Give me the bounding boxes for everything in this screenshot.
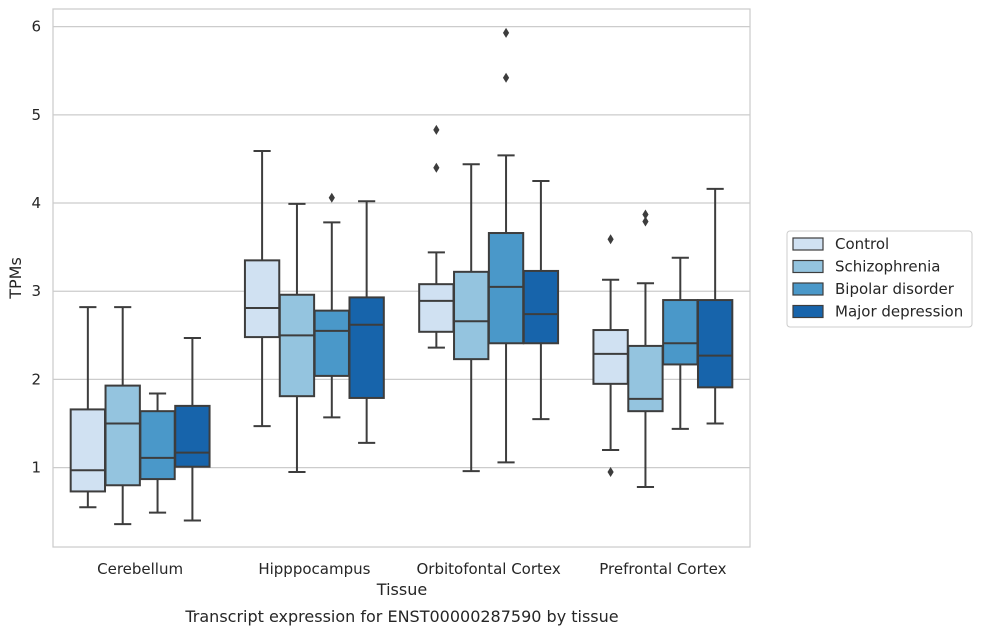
box-body <box>453 270 490 361</box>
box-body <box>662 299 699 366</box>
box-body <box>592 329 629 385</box>
box-0-2 <box>418 124 455 349</box>
y-tick-labels: 1 2 3 4 5 6 <box>31 18 41 477</box>
legend-swatch <box>792 259 824 274</box>
legend-label: Schizophrenia <box>835 258 940 276</box>
legend-swatch <box>792 237 824 251</box>
box-body <box>313 309 350 377</box>
x-axis-label: Tissue <box>376 580 427 599</box>
outlier-point <box>642 209 649 220</box>
box-body <box>243 259 281 339</box>
box-layer <box>69 27 734 526</box>
chart-caption: Transcript expression for ENST0000028759… <box>184 607 618 626</box>
box-body <box>418 283 455 333</box>
x-tick-label: Hipppocampus <box>258 560 370 578</box>
y-tick-label: 6 <box>31 18 41 36</box>
legend-label: Control <box>835 235 889 253</box>
box-1-2 <box>453 163 490 473</box>
legend-frame <box>786 230 973 328</box>
outlier-point <box>502 72 510 83</box>
outlier-point <box>502 27 510 38</box>
box-3-2 <box>522 179 560 421</box>
box-body <box>278 293 316 398</box>
legend-label: Bipolar disorder <box>835 280 955 298</box>
box-body <box>487 232 525 345</box>
outlier-point <box>433 124 440 135</box>
x-tick-label: Cerebellum <box>97 560 183 578</box>
outlier-point <box>433 162 440 173</box>
box-2-1 <box>313 192 350 419</box>
outlier-point <box>642 216 649 227</box>
box-body <box>174 404 211 468</box>
outlier-point <box>607 234 614 245</box>
legend-label: Major depression <box>835 303 963 321</box>
box-3-0 <box>174 336 211 522</box>
box-3-1 <box>348 200 385 444</box>
box-1-3 <box>627 209 664 489</box>
box-body <box>139 410 176 481</box>
box-1-1 <box>278 202 316 474</box>
box-body <box>69 408 107 493</box>
box-1-0 <box>104 306 141 526</box>
y-tick-label: 5 <box>31 106 41 124</box>
y-tick-label: 4 <box>31 194 41 212</box>
outlier-point <box>328 192 335 203</box>
box-body <box>522 269 560 345</box>
y-axis-label: TPMs <box>6 257 25 300</box>
box-2-0 <box>139 392 176 514</box>
y-tick-label: 1 <box>31 459 41 477</box>
x-tick-label: Orbitofontal Cortex <box>417 560 561 578</box>
x-tick-labels: Cerebellum Hipppocampus Orbitofontal Corte… <box>97 560 726 578</box>
box-body <box>348 296 385 399</box>
box-body <box>696 299 734 389</box>
box-2-2 <box>487 27 525 464</box>
x-tick-label: Prefrontal Cortex <box>599 560 726 578</box>
legend-swatch <box>792 282 824 296</box>
box-0-3 <box>592 234 629 478</box>
legend: Control Schizophrenia Bipolar disorder Majo… <box>786 230 973 328</box>
outlier-point <box>607 467 614 478</box>
y-tick-label: 2 <box>31 370 41 388</box>
box-body <box>627 344 664 413</box>
y-tick-label: 3 <box>31 282 41 300</box>
box-body <box>104 384 141 487</box>
plot-frame <box>52 8 751 548</box>
box-0-1 <box>243 149 281 428</box>
legend-swatch <box>792 304 824 319</box>
box-3-3 <box>696 187 734 425</box>
